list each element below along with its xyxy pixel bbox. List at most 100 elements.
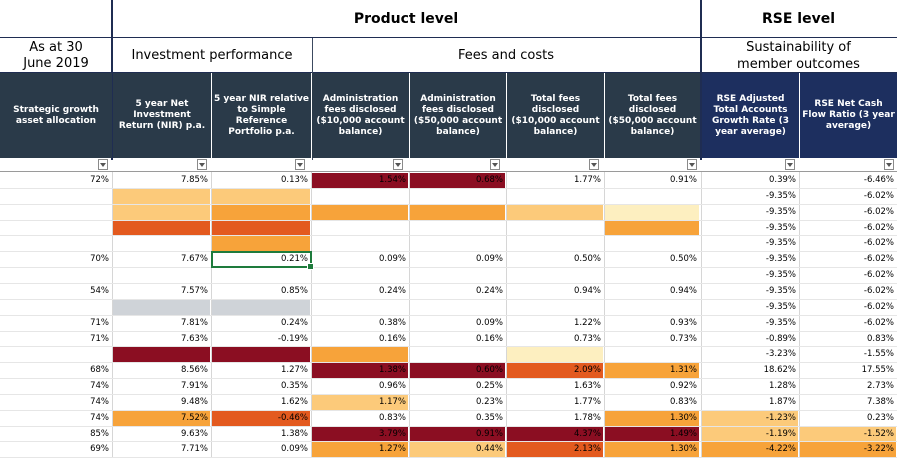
table-cell[interactable]: 1.30% — [669, 444, 697, 455]
table-cell[interactable]: -9.35% — [765, 270, 796, 281]
table-cell[interactable]: 3.79% — [378, 428, 406, 439]
table-cell[interactable] — [507, 347, 604, 362]
table-cell[interactable] — [605, 300, 700, 315]
table-cell[interactable] — [605, 268, 700, 283]
table-cell[interactable]: 0.93% — [669, 317, 697, 328]
table-cell[interactable]: -6.02% — [863, 301, 894, 312]
table-cell[interactable]: 1.49% — [669, 428, 697, 439]
table-cell[interactable]: -9.35% — [765, 301, 796, 312]
table-cell[interactable]: 0.73% — [573, 333, 601, 344]
table-cell[interactable] — [605, 189, 700, 204]
table-cell[interactable]: 7.52% — [180, 412, 208, 423]
table-cell[interactable]: 2.09% — [573, 365, 601, 376]
table-cell[interactable]: 0.83% — [866, 333, 894, 344]
filter-dropdown-button[interactable] — [197, 159, 207, 170]
table-cell[interactable] — [0, 236, 112, 251]
table-cell[interactable]: 0.83% — [669, 396, 697, 407]
table-cell[interactable] — [507, 221, 604, 236]
table-cell[interactable] — [410, 205, 506, 220]
table-cell[interactable] — [212, 236, 311, 251]
table-cell[interactable] — [113, 221, 211, 236]
table-cell[interactable]: -6.02% — [863, 222, 894, 233]
table-cell[interactable]: 1.38% — [378, 365, 406, 376]
filter-dropdown-button[interactable] — [884, 159, 894, 170]
table-cell[interactable]: 0.13% — [280, 175, 308, 185]
table-cell[interactable] — [410, 236, 506, 251]
table-cell[interactable]: 0.09% — [475, 317, 503, 328]
table-cell[interactable]: 0.09% — [280, 444, 308, 455]
table-cell[interactable]: 0.91% — [475, 428, 503, 439]
table-cell[interactable]: 1.77% — [573, 396, 601, 407]
table-cell[interactable]: -1.23% — [765, 412, 796, 423]
table-cell[interactable]: 0.94% — [573, 285, 601, 296]
table-cell[interactable] — [312, 347, 409, 362]
table-cell[interactable]: 8.56% — [180, 365, 208, 376]
table-cell[interactable]: -9.35% — [765, 190, 796, 201]
table-cell[interactable]: -0.46% — [277, 412, 308, 423]
table-cell[interactable] — [113, 189, 211, 204]
table-cell[interactable] — [605, 221, 700, 236]
table-cell[interactable]: 68% — [90, 365, 109, 376]
table-cell[interactable]: 7.81% — [180, 317, 208, 328]
table-cell[interactable]: 0.85% — [280, 285, 308, 296]
table-cell[interactable]: 1.27% — [378, 444, 406, 455]
table-cell[interactable]: -0.89% — [765, 333, 796, 344]
table-cell[interactable]: 7.57% — [180, 285, 208, 296]
table-cell[interactable] — [312, 300, 409, 315]
table-cell[interactable]: 0.92% — [669, 381, 697, 392]
table-cell[interactable]: 71% — [90, 317, 109, 328]
table-cell[interactable] — [410, 189, 506, 204]
table-cell[interactable]: 7.71% — [180, 444, 208, 455]
table-cell[interactable]: -6.02% — [863, 254, 894, 265]
table-cell[interactable]: 7.91% — [180, 381, 208, 392]
table-cell[interactable]: 2.73% — [866, 381, 894, 392]
filter-dropdown-button[interactable] — [490, 159, 500, 170]
table-cell[interactable]: 9.48% — [180, 396, 208, 407]
table-cell[interactable]: 0.96% — [378, 381, 406, 392]
table-cell[interactable]: 0.23% — [475, 396, 503, 407]
table-cell[interactable] — [0, 300, 112, 315]
filter-dropdown-button[interactable] — [785, 159, 795, 170]
table-cell[interactable] — [312, 268, 409, 283]
table-cell[interactable] — [312, 189, 409, 204]
table-cell[interactable] — [410, 347, 506, 362]
table-cell[interactable]: -1.52% — [863, 428, 894, 439]
table-cell[interactable]: -9.35% — [765, 317, 796, 328]
table-cell[interactable]: 1.30% — [669, 412, 697, 423]
table-cell[interactable] — [410, 300, 506, 315]
table-cell[interactable]: 0.25% — [475, 381, 503, 392]
selected-cell[interactable] — [211, 251, 314, 270]
table-cell[interactable] — [507, 205, 604, 220]
table-cell[interactable] — [113, 347, 211, 362]
table-cell[interactable]: -6.02% — [863, 190, 894, 201]
table-cell[interactable]: 17.55% — [861, 365, 894, 376]
table-cell[interactable]: 0.39% — [768, 175, 796, 185]
table-cell[interactable]: 74% — [90, 396, 109, 407]
table-cell[interactable] — [212, 221, 311, 236]
table-cell[interactable] — [410, 221, 506, 236]
table-cell[interactable]: -1.55% — [863, 349, 894, 360]
table-cell[interactable] — [212, 347, 311, 362]
table-cell[interactable]: 1.87% — [768, 396, 796, 407]
table-cell[interactable]: 7.85% — [180, 175, 208, 185]
table-cell[interactable]: 0.38% — [378, 317, 406, 328]
table-cell[interactable] — [113, 300, 211, 315]
filter-dropdown-button[interactable] — [393, 159, 403, 170]
table-cell[interactable]: -6.02% — [863, 317, 894, 328]
table-cell[interactable]: 0.35% — [280, 381, 308, 392]
table-cell[interactable]: 74% — [90, 381, 109, 392]
table-cell[interactable]: 0.83% — [378, 412, 406, 423]
table-cell[interactable]: -9.35% — [765, 222, 796, 233]
table-cell[interactable]: 70% — [90, 254, 109, 265]
table-cell[interactable]: 0.73% — [669, 333, 697, 344]
table-cell[interactable]: 0.50% — [669, 254, 697, 265]
table-cell[interactable]: -6.02% — [863, 270, 894, 281]
table-cell[interactable]: -9.35% — [765, 206, 796, 217]
table-cell[interactable]: 1.22% — [573, 317, 601, 328]
table-cell[interactable]: 0.94% — [669, 285, 697, 296]
table-cell[interactable]: 0.35% — [475, 412, 503, 423]
table-cell[interactable]: 7.63% — [180, 333, 208, 344]
table-cell[interactable] — [212, 300, 311, 315]
table-cell[interactable]: 1.62% — [280, 396, 308, 407]
table-cell[interactable]: -6.02% — [863, 285, 894, 296]
